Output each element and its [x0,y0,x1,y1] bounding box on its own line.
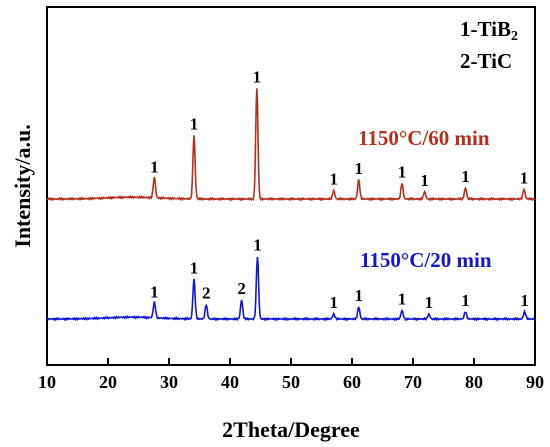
peak-label-0-4: 1 [354,159,363,178]
legend-entry-2-phase: TiC [478,49,513,73]
y-axis-label: Intensity/a.u. [10,124,35,247]
x-tick-label-30: 30 [160,372,178,392]
peak-label-1-1: 1 [190,258,199,277]
peak-label-1-8: 1 [425,293,434,312]
x-tick-label-10: 10 [38,372,56,392]
peak-label-0-3: 1 [329,170,338,189]
peak-label-1-2: 2 [202,284,211,303]
series-label-60min: 1150°C/60 min [358,126,490,150]
x-tick-label-60: 60 [343,372,361,392]
peak-label-0-5: 1 [398,162,407,181]
peak-label-1-0: 1 [150,282,159,301]
peak-label-0-0: 1 [150,158,159,177]
series-label-20min: 1150°C/20 min [360,248,492,272]
x-tick-label-40: 40 [221,372,239,392]
x-tick-label-50: 50 [282,372,300,392]
peak-label-0-8: 1 [520,168,529,187]
peak-label-1-5: 1 [329,293,338,312]
x-tick-label-90: 90 [526,372,544,392]
series-line-1 [46,256,536,322]
x-tick-label-80: 80 [465,372,483,392]
legend-entry-1-phase: TiB [478,17,511,41]
peak-label-1-7: 1 [398,290,407,309]
legend-entry-2: 2-TiC [460,49,512,73]
legend-entry-1-subscript: 2 [511,29,518,44]
peak-label-0-1: 1 [190,114,199,133]
x-tick-label-70: 70 [404,372,422,392]
peak-label-1-6: 1 [354,286,363,305]
x-tick-label-20: 20 [99,372,117,392]
peak-label-0-7: 1 [461,167,470,186]
peak-label-0-2: 1 [253,68,262,87]
x-axis-label: 2Theta/Degree [222,417,360,442]
legend-entry-1-number: 1 [460,17,471,41]
legend-entry-1: 1-TiB2 [460,17,518,44]
peak-label-0-6: 1 [420,171,429,190]
peak-label-1-3: 2 [237,279,246,298]
peak-label-1-10: 1 [520,291,529,310]
legend-entry-2-number: 2 [460,49,471,73]
peak-label-1-4: 1 [253,236,262,255]
series-line-0 [46,88,536,202]
peak-label-1-9: 1 [461,291,470,310]
